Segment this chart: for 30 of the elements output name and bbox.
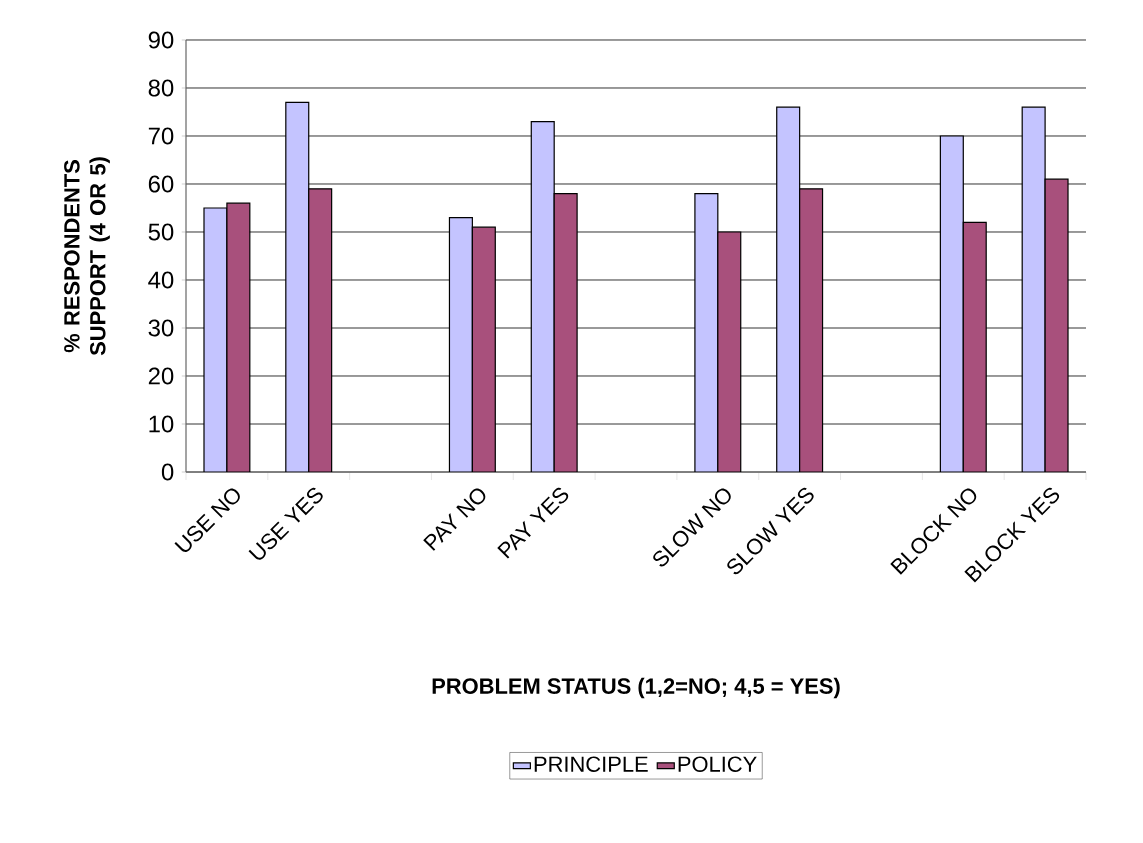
y-tick-label: 0 [161, 463, 174, 481]
bar [962, 221, 987, 472]
legend-label: PRINCIPLE [534, 756, 648, 772]
bar [553, 193, 578, 472]
bar [1044, 178, 1069, 472]
bar [226, 202, 251, 472]
y-tick-label: 90 [148, 31, 174, 49]
y-tick-label: 70 [148, 127, 174, 145]
bar [308, 188, 333, 472]
y-tick-label: 30 [148, 319, 174, 337]
y-tick-label: 10 [149, 415, 174, 433]
bar [1021, 106, 1046, 472]
bar [717, 231, 742, 472]
bar [799, 188, 824, 472]
y-tick-label: 40 [148, 271, 174, 289]
bar [448, 217, 473, 472]
y-tick-label: 50 [148, 223, 174, 241]
bar [694, 193, 719, 472]
y-tick-label: 20 [148, 367, 174, 385]
bar [285, 101, 310, 472]
bar [939, 135, 964, 472]
y-tick-label: 60 [148, 175, 174, 193]
bar [776, 106, 801, 472]
x-axis-title: PROBLEM STATUS (1,2=NO; 4,5 = YES) [432, 677, 840, 699]
legend-label: POLICY [678, 756, 757, 772]
bar [203, 207, 228, 472]
bar [530, 121, 555, 472]
bar [471, 226, 496, 472]
y-tick-label: 80 [148, 79, 174, 97]
y-axis-title: % RESPONDENTS SUPPORT (4 OR 5) [64, 157, 110, 356]
